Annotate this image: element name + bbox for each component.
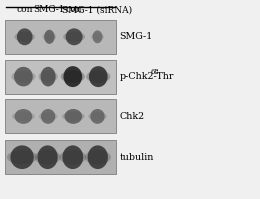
Ellipse shape bbox=[62, 145, 83, 169]
Text: SMG-1 (siRNA): SMG-1 (siRNA) bbox=[62, 5, 133, 15]
Ellipse shape bbox=[61, 70, 85, 83]
Text: Chk2: Chk2 bbox=[120, 112, 145, 121]
Ellipse shape bbox=[43, 33, 56, 41]
Text: con: con bbox=[16, 5, 33, 15]
Bar bbox=[5, 140, 116, 174]
Ellipse shape bbox=[88, 112, 107, 121]
Bar bbox=[5, 20, 116, 54]
Ellipse shape bbox=[88, 145, 108, 169]
Ellipse shape bbox=[86, 70, 110, 83]
Ellipse shape bbox=[90, 109, 105, 124]
Ellipse shape bbox=[15, 109, 32, 124]
Ellipse shape bbox=[37, 145, 58, 169]
Ellipse shape bbox=[84, 150, 111, 164]
Text: SMG-1: SMG-1 bbox=[34, 5, 65, 15]
Ellipse shape bbox=[14, 67, 33, 86]
Text: con: con bbox=[66, 5, 82, 15]
Ellipse shape bbox=[34, 150, 61, 164]
Ellipse shape bbox=[64, 109, 82, 124]
Ellipse shape bbox=[7, 150, 37, 164]
Ellipse shape bbox=[62, 112, 85, 121]
Ellipse shape bbox=[17, 28, 32, 45]
Ellipse shape bbox=[63, 32, 85, 42]
Ellipse shape bbox=[41, 67, 56, 86]
Ellipse shape bbox=[59, 150, 86, 164]
Ellipse shape bbox=[39, 112, 57, 121]
Ellipse shape bbox=[91, 33, 104, 41]
Ellipse shape bbox=[11, 71, 36, 83]
Text: SMG-1: SMG-1 bbox=[120, 32, 153, 41]
Text: FIR: FIR bbox=[78, 0, 99, 2]
Ellipse shape bbox=[41, 109, 55, 124]
Text: 68: 68 bbox=[150, 68, 159, 76]
Bar bbox=[5, 60, 116, 94]
Ellipse shape bbox=[10, 145, 34, 169]
Bar bbox=[5, 100, 116, 133]
Text: p-Chk2-Thr: p-Chk2-Thr bbox=[120, 72, 174, 81]
Ellipse shape bbox=[15, 32, 35, 42]
Ellipse shape bbox=[38, 71, 58, 83]
Text: tubulin: tubulin bbox=[120, 153, 154, 162]
Ellipse shape bbox=[63, 66, 82, 87]
Ellipse shape bbox=[12, 112, 35, 121]
Ellipse shape bbox=[66, 28, 83, 45]
Ellipse shape bbox=[93, 30, 102, 43]
Ellipse shape bbox=[44, 30, 55, 44]
Text: Sham: Sham bbox=[20, 0, 53, 2]
Ellipse shape bbox=[89, 66, 108, 87]
